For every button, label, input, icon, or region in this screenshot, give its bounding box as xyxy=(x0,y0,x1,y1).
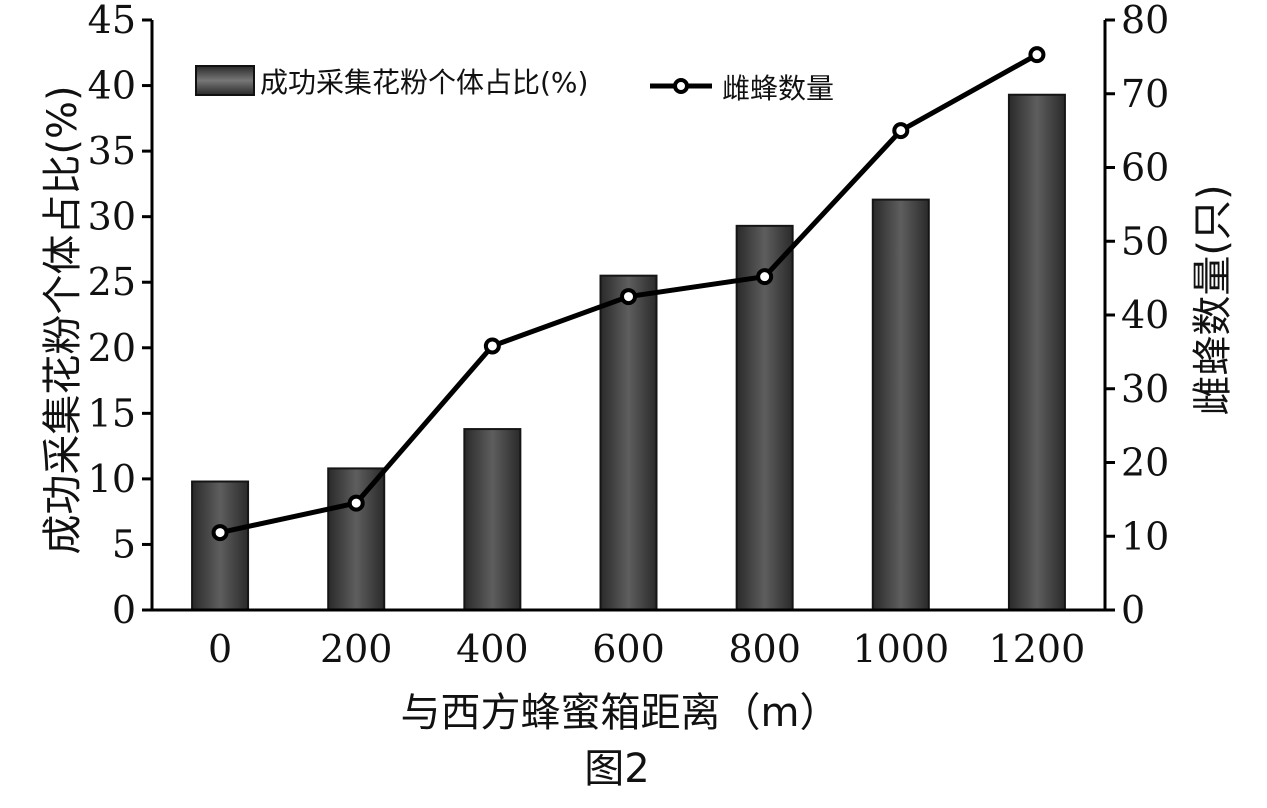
line-layer xyxy=(211,46,1046,542)
y-right-tick-label: 10 xyxy=(1121,514,1169,558)
bar-400 xyxy=(463,428,522,612)
line-point-1000 xyxy=(892,122,910,140)
y-left-tick-label: 5 xyxy=(112,522,136,566)
x-tick-label-200: 200 xyxy=(320,627,393,671)
bar-200 xyxy=(327,467,386,611)
figure-caption: 图2 xyxy=(584,746,649,792)
bar-800 xyxy=(735,224,794,611)
y-right-tick-label: 20 xyxy=(1121,441,1169,485)
y-left-tick-label: 25 xyxy=(88,260,136,304)
y-left-tick-label: 35 xyxy=(88,129,136,173)
y-right-tick-label: 30 xyxy=(1121,367,1169,411)
y-right-tick-label: 80 xyxy=(1121,0,1169,42)
legend-line-label: 雌蜂数量 xyxy=(722,72,834,105)
x-tick-label-1200: 1200 xyxy=(989,627,1086,671)
line-point-0 xyxy=(211,524,229,542)
bars-layer xyxy=(191,93,1066,612)
line-point-800 xyxy=(756,268,774,286)
x-tick-label-600: 600 xyxy=(592,627,665,671)
x-tick-label-1000: 1000 xyxy=(852,627,949,671)
y-right-tick-label: 60 xyxy=(1121,146,1169,190)
y-left-tick-label: 40 xyxy=(88,64,136,108)
legend: 成功采集花粉个体占比(%) 雌蜂数量 xyxy=(195,65,834,105)
y-left-tick-label: 45 xyxy=(88,0,136,42)
line-point-1200 xyxy=(1028,46,1046,64)
line-point-600 xyxy=(620,288,637,306)
y-left-tick-label: 30 xyxy=(88,195,136,239)
bar-600 xyxy=(599,274,658,611)
legend-bar-swatch xyxy=(195,65,255,96)
y-left-tick-label: 10 xyxy=(88,457,136,501)
line-point-200 xyxy=(347,494,365,512)
legend-line-marker xyxy=(673,78,689,94)
x-tick-label-800: 800 xyxy=(728,627,801,671)
y-axis-right-title: 雌蜂数量(只) xyxy=(1190,184,1236,415)
y-right-tick-label: 50 xyxy=(1121,219,1169,263)
bar-1000 xyxy=(871,198,930,611)
y-left-tick-label: 20 xyxy=(88,326,136,370)
bar-1200 xyxy=(1007,93,1066,611)
x-tick-label-400: 400 xyxy=(456,627,529,671)
line-point-400 xyxy=(483,337,501,355)
y-left-tick-label: 0 xyxy=(112,588,136,632)
bar-0 xyxy=(191,480,250,611)
x-axis-title: 与西方蜂蜜箱距离（m） xyxy=(401,690,840,736)
legend-bar-label: 成功采集花粉个体占比(%) xyxy=(260,66,588,99)
x-tick-label-0: 0 xyxy=(208,627,232,671)
y-axis-left-title: 成功采集花粉个体占比(%) xyxy=(40,85,86,554)
y-right-tick-label: 0 xyxy=(1121,588,1145,632)
y-left-tick-label: 15 xyxy=(88,391,136,435)
y-right-tick-label: 40 xyxy=(1121,293,1169,337)
y-right-tick-label: 70 xyxy=(1121,72,1169,116)
